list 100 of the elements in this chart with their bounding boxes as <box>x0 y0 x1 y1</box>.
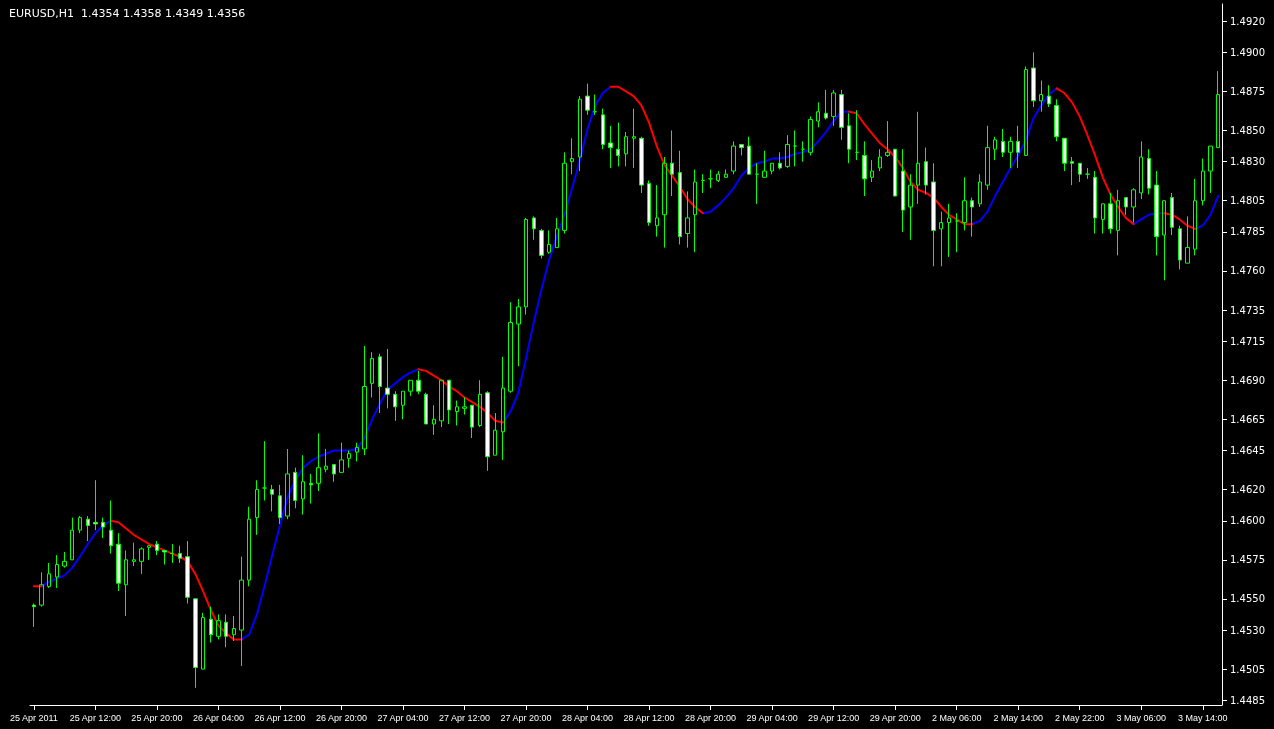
candlestick <box>332 464 336 483</box>
x-tick-label: 26 Apr 04:00 <box>192 712 244 723</box>
candlestick <box>608 125 613 169</box>
candlestick <box>455 400 459 427</box>
candlestick <box>731 140 736 175</box>
candlestick <box>939 211 943 267</box>
candlestick <box>578 95 582 172</box>
y-tick-label: 1.4575 <box>1230 554 1265 566</box>
candlestick <box>424 392 428 425</box>
candlestick <box>893 148 897 197</box>
candlestick <box>816 101 820 128</box>
candlestick <box>908 173 913 241</box>
candlestick <box>1162 200 1166 281</box>
candlestick <box>831 89 836 127</box>
candlestick <box>1201 158 1205 206</box>
candlestick <box>901 148 905 233</box>
candlestick <box>955 212 959 253</box>
candlestick <box>162 549 167 565</box>
y-tick-label: 1.4645 <box>1230 445 1265 457</box>
candlestick <box>309 473 313 505</box>
candlestick <box>632 108 636 169</box>
candlestick <box>416 370 421 395</box>
candlestick <box>1031 51 1036 108</box>
candlestick <box>447 379 451 425</box>
y-tick-label: 1.4920 <box>1230 15 1265 27</box>
candlestick <box>1093 170 1097 234</box>
candlestick <box>1047 84 1051 108</box>
candlestick <box>993 136 997 161</box>
candlestick <box>485 390 490 472</box>
y-tick-label: 1.4760 <box>1230 265 1265 277</box>
candlestick <box>209 606 213 644</box>
candlestick <box>239 556 244 667</box>
candlestick <box>855 109 859 161</box>
x-tick-label: 2 May 22:00 <box>1054 712 1105 723</box>
candlestick <box>1108 192 1113 234</box>
candlestick <box>1085 167 1090 180</box>
candlestick <box>1024 65 1028 156</box>
candlestick <box>232 615 236 642</box>
candlestick <box>962 176 967 231</box>
candlestick <box>55 554 59 589</box>
candlestick <box>347 450 351 469</box>
candlestick <box>1016 125 1020 169</box>
candlestick <box>1116 189 1120 256</box>
candlestick <box>339 442 344 473</box>
candlestick <box>78 515 82 534</box>
candlestick <box>755 162 759 205</box>
candlestick <box>878 148 882 172</box>
candlestick <box>285 448 290 520</box>
candlestick <box>1131 187 1136 224</box>
candlestick <box>647 179 651 227</box>
candlestick <box>1185 215 1190 264</box>
x-tick-label: 29 Apr 12:00 <box>808 712 860 723</box>
candlestick <box>170 543 174 564</box>
candlestick <box>216 613 221 640</box>
candlestick <box>516 298 521 367</box>
candlestick <box>1147 148 1151 195</box>
y-tick-label: 1.4850 <box>1230 124 1265 136</box>
candlestick <box>385 348 390 409</box>
candlestick <box>362 345 367 456</box>
y-tick-label: 1.4550 <box>1230 593 1265 605</box>
candlestick <box>155 540 159 556</box>
y-tick-label: 1.4875 <box>1230 85 1265 97</box>
candlestick <box>931 162 936 267</box>
candlestick <box>478 379 482 428</box>
candlestick <box>1170 192 1174 236</box>
candlestick <box>616 122 620 167</box>
candlestick <box>132 542 136 567</box>
candlestick <box>524 217 528 316</box>
x-tick-label: 28 Apr 04:00 <box>562 712 614 723</box>
x-tick-label: 29 Apr 20:00 <box>869 712 921 723</box>
candlestick <box>1070 156 1074 186</box>
candlestick <box>408 379 413 397</box>
candlestick <box>624 131 628 167</box>
candlestick <box>139 546 144 575</box>
candlestick <box>378 353 382 414</box>
x-tick-label: 27 Apr 04:00 <box>377 712 429 723</box>
candlestick <box>1054 98 1059 142</box>
candlestick <box>501 356 505 461</box>
candlestick <box>1193 178 1197 256</box>
candlestick <box>547 229 551 255</box>
candlestick <box>39 571 44 608</box>
y-tick-label: 1.4715 <box>1230 335 1265 347</box>
candlestick <box>470 404 474 439</box>
candlestick <box>670 129 674 197</box>
candlestick <box>1154 170 1159 256</box>
candlestick <box>178 545 182 564</box>
x-tick-label: 3 May 06:00 <box>1116 712 1167 723</box>
candlestick <box>770 162 774 175</box>
candlestick <box>978 173 982 208</box>
candlestick <box>185 540 190 605</box>
candlestick <box>593 94 597 116</box>
candlestick <box>655 184 659 238</box>
candlestick <box>739 144 744 156</box>
candlestick <box>293 467 297 509</box>
candlestick <box>1124 197 1128 216</box>
x-tick-label: 25 Apr 2011 <box>9 712 58 723</box>
candlestick <box>716 170 720 183</box>
candlestick <box>93 479 98 531</box>
candlestick <box>885 120 890 158</box>
candlestick <box>301 454 305 516</box>
